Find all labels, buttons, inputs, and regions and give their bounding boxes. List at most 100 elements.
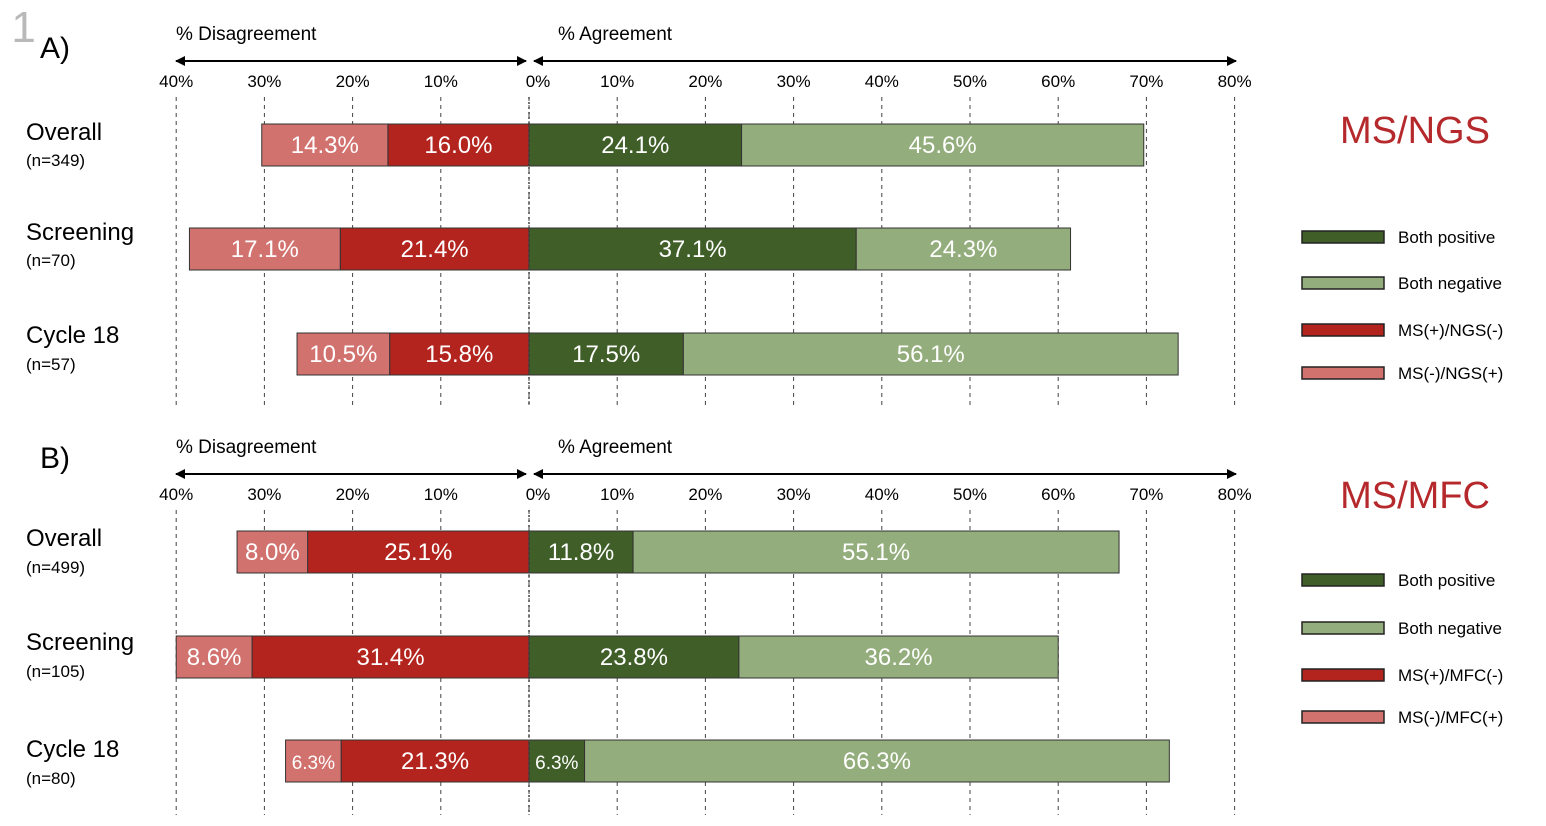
panel-b-title: MS/MFC	[1340, 475, 1490, 517]
panel-b-legend-label: MS(+)/MFC(-)	[1398, 666, 1503, 685]
panel-a-category-n: (n=57)	[26, 355, 76, 374]
panel-b-tick-label: 10%	[600, 485, 634, 504]
panel-b-legend-label: Both positive	[1398, 571, 1495, 590]
panel-b-tick-label: 20%	[688, 485, 722, 504]
panel-b-bar-both-negative	[632, 530, 1120, 574]
panel-b-category-label: Screening	[26, 629, 134, 656]
panel-a-legend-swatch	[1301, 276, 1385, 290]
panel-a-legend-label: MS(-)/NGS(+)	[1398, 364, 1503, 383]
panel-a-value-label-both-negative: 45.6%	[909, 132, 977, 159]
panel-a-category-label: Screening	[26, 219, 134, 246]
panel-a-value-label-both-negative: 56.1%	[897, 341, 965, 368]
panel-b-bar-both-negative	[738, 635, 1059, 679]
panel-b-tick-label: 40%	[865, 485, 899, 504]
panel-b-tick-label: 0%	[526, 485, 551, 504]
panel-a-tick-label: 0%	[526, 72, 551, 91]
panel-a-category-label: Overall	[26, 119, 102, 146]
panel-a-tick-label: 40%	[865, 72, 899, 91]
panel-a-bar-both-negative	[682, 332, 1179, 376]
panel-a-category-label: Cycle 18	[26, 322, 119, 349]
panel-a-bar-disagree-light	[261, 123, 389, 167]
panel-a-legend-label: Both negative	[1398, 274, 1502, 293]
panel-a-legend-label: Both positive	[1398, 228, 1495, 247]
panel-a-bar-both-negative	[741, 123, 1145, 167]
panel-b-value-label-both-positive: 23.8%	[600, 644, 668, 671]
panel-a-disagreement-heading: % Disagreement	[176, 24, 317, 45]
panel-a-category-n: (n=70)	[26, 251, 76, 270]
panel-b-value-label-disagree-dark: 31.4%	[356, 644, 424, 671]
panel-a-tick-label: 30%	[247, 72, 281, 91]
panel-b-category-n: (n=105)	[26, 662, 85, 681]
panel-b-value-label-both-negative: 55.1%	[842, 539, 910, 566]
panel-a-value-label-disagree-dark: 21.4%	[401, 236, 469, 263]
panel-b-tick-label: 70%	[1129, 485, 1163, 504]
panel-b-tick-label: 60%	[1041, 485, 1075, 504]
panel-a-bar-both-positive	[528, 227, 857, 271]
panel-a-bar-disagree-dark	[339, 227, 530, 271]
panel-b-value-label-both-negative: 36.2%	[865, 644, 933, 671]
panel-b-bar-disagree-dark	[251, 635, 530, 679]
panel-a-legend-swatch	[1301, 230, 1385, 244]
panel-b-tick-label: 80%	[1218, 485, 1252, 504]
panel-a-value-label-both-positive: 24.1%	[601, 132, 669, 159]
panel-b-category-label: Cycle 18	[26, 736, 119, 763]
panel-b-legend-swatch	[1301, 621, 1385, 635]
panel-b-bar-disagree-light	[236, 530, 309, 574]
panel-b-tick-label: 20%	[336, 485, 370, 504]
panel-b-disagreement-heading: % Disagreement	[176, 437, 317, 458]
panel-a-value-label-both-negative: 24.3%	[929, 236, 997, 263]
panel-b-category-n: (n=499)	[26, 558, 85, 577]
panel-b-value-label-disagree-light: 6.3%	[292, 753, 335, 774]
panel-b-value-label-both-negative: 66.3%	[843, 748, 911, 775]
panel-a-category-n: (n=349)	[26, 151, 85, 170]
panel-a-tick-label: 10%	[424, 72, 458, 91]
panel-b-tick-label: 30%	[777, 485, 811, 504]
panel-a-tick-label: 10%	[600, 72, 634, 91]
panel-b-bar-both-positive	[528, 530, 634, 574]
panel-b-tick-label: 10%	[424, 485, 458, 504]
panel-b-label: B)	[40, 442, 70, 475]
panel-b-value-label-disagree-dark: 21.3%	[401, 748, 469, 775]
panel-a-agreement-heading: % Agreement	[558, 24, 673, 45]
panel-a-legend-swatch	[1301, 323, 1385, 337]
panel-a-tick-label: 20%	[336, 72, 370, 91]
panel-a-label: A)	[40, 32, 70, 65]
panel-a-bar-disagree-dark	[389, 332, 530, 376]
panel-b-tick-label: 40%	[159, 485, 193, 504]
panel-a-tick-label: 60%	[1041, 72, 1075, 91]
panel-b-bar-disagree-light	[175, 635, 253, 679]
panel-a-value-label-disagree-light: 17.1%	[231, 236, 299, 263]
panel-a-value-label-disagree-dark: 15.8%	[425, 341, 493, 368]
panel-b-bar-both-positive	[528, 739, 586, 783]
panel-b-bar-both-negative	[584, 739, 1170, 783]
panel-a-bar-disagree-light	[188, 227, 341, 271]
panel-b-tick-label: 50%	[953, 485, 987, 504]
panel-a-tick-label: 80%	[1218, 72, 1252, 91]
panel-b-tick-label: 30%	[247, 485, 281, 504]
panel-a-value-label-disagree-dark: 16.0%	[424, 132, 492, 159]
panel-b-value-label-disagree-light: 8.0%	[245, 539, 300, 566]
panel-b-value-label-both-positive: 11.8%	[548, 539, 614, 566]
panel-a-value-label-disagree-light: 14.3%	[291, 132, 359, 159]
panel-a-bar-disagree-dark	[387, 123, 530, 167]
panel-a-tick-label: 50%	[953, 72, 987, 91]
panel-b-category-n: (n=80)	[26, 769, 76, 788]
panel-b-agreement-heading: % Agreement	[558, 437, 673, 458]
panel-b-bar-disagree-dark	[340, 739, 530, 783]
panel-a-bar-disagree-light	[296, 332, 391, 376]
panel-a-title: MS/NGS	[1340, 110, 1490, 152]
panel-a-value-label-disagree-light: 10.5%	[309, 341, 377, 368]
figure-label: re 1	[0, 3, 36, 52]
panel-a-value-label-both-positive: 17.5%	[572, 341, 640, 368]
panel-a-tick-label: 70%	[1129, 72, 1163, 91]
panel-b-legend-label: MS(-)/MFC(+)	[1398, 708, 1503, 727]
panel-b-bar-disagree-light	[285, 739, 342, 783]
panel-b-legend-swatch	[1301, 710, 1385, 724]
panel-b-legend-swatch	[1301, 668, 1385, 682]
panel-b-value-label-disagree-dark: 25.1%	[384, 539, 452, 566]
panel-a-tick-label: 20%	[688, 72, 722, 91]
panel-a-legend-swatch	[1301, 366, 1385, 380]
panel-b-legend-swatch	[1301, 573, 1385, 587]
panel-b-bar-disagree-dark	[307, 530, 530, 574]
